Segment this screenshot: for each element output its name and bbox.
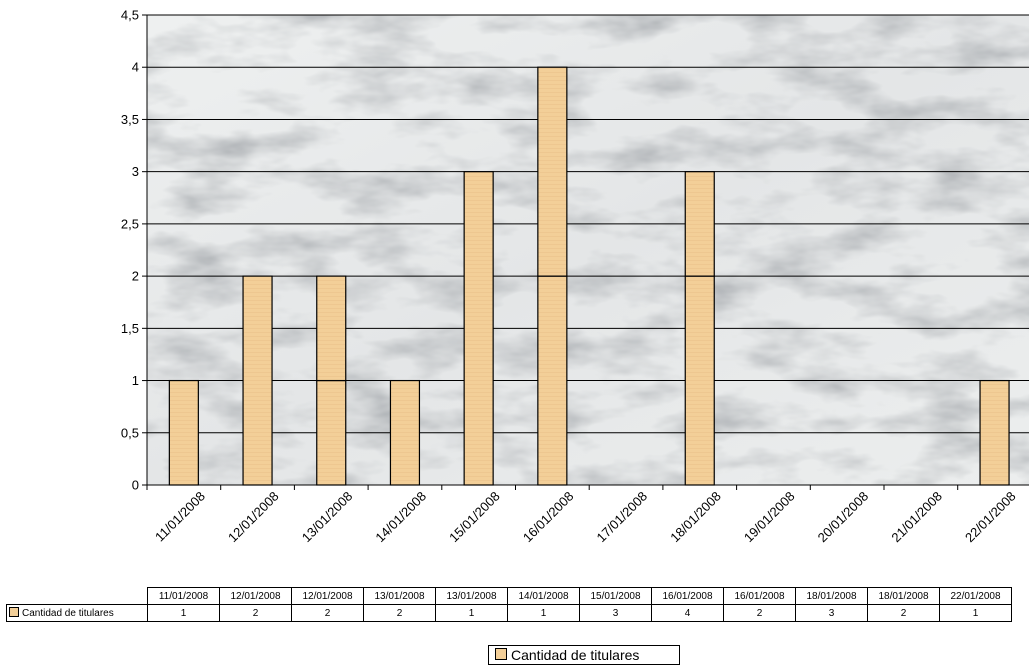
data-table-value-cell: 2 (723, 604, 796, 622)
data-table-header-cell: 16/01/2008 (723, 587, 796, 605)
data-table-value-cell: 2 (219, 604, 292, 622)
data-table-header-cell: 14/01/2008 (507, 587, 580, 605)
x-tick-label: 22/01/2008 (962, 489, 1019, 546)
bar-segment (316, 275, 347, 382)
data-table-value-cell: 3 (579, 604, 652, 622)
data-table-value-cell: 1 (939, 604, 1012, 622)
data-table-value-cell: 1 (507, 604, 580, 622)
data-table-header-row: 11/01/2008 12/01/2008 12/01/2008 13/01/2008… (7, 587, 1012, 605)
data-table-header-cell: 13/01/2008 (363, 587, 436, 605)
data-table-value-cell: 2 (291, 604, 364, 622)
y-tick-label: 4 (132, 60, 139, 75)
y-tick-labels: 0 0,5 1 1,5 2 2,5 3 3,5 4 4,5 (121, 8, 139, 493)
series-swatch (9, 606, 19, 617)
y-tick-label: 3 (132, 164, 139, 179)
bar-segment (316, 379, 347, 486)
x-tick-label: 12/01/2008 (225, 489, 282, 546)
legend-swatch (495, 648, 507, 660)
x-tick-labels: 11/01/2008 12/01/2008 13/01/2008 14/01/2008… (152, 489, 1019, 546)
x-tick-label: 13/01/2008 (299, 489, 356, 546)
data-table-value-cell: 2 (867, 604, 940, 622)
x-tick-label: 11/01/2008 (152, 489, 208, 545)
bar-segment (684, 171, 715, 277)
data-table-header-cell: 12/01/2008 (291, 587, 364, 605)
data-table-header-cell: 16/01/2008 (651, 587, 724, 605)
bar-segment (168, 379, 199, 486)
bar-segment (537, 275, 568, 486)
x-tick-label: 19/01/2008 (741, 489, 798, 546)
bar-segment (463, 171, 494, 486)
x-tick-label: 18/01/2008 (667, 489, 724, 546)
y-tick-label: 2,5 (121, 216, 139, 231)
axes (146, 15, 1029, 490)
y-tick-label: 0 (132, 478, 139, 493)
data-table-header-cell: 18/01/2008 (867, 587, 940, 605)
bar-segment (389, 379, 421, 486)
data-table-header-cell: 22/01/2008 (939, 587, 1012, 605)
data-table-row-label-text: Cantidad de titulares (22, 607, 114, 619)
y-tick-label: 3,5 (121, 112, 139, 127)
data-table-header-cell: 18/01/2008 (795, 587, 868, 605)
legend-label: Cantidad de titulares (511, 647, 640, 663)
bar-segment (537, 66, 568, 277)
y-tick-label: 2 (132, 269, 139, 284)
data-table: 11/01/2008 12/01/2008 12/01/2008 13/01/2008… (6, 587, 1012, 622)
x-tick-label: 17/01/2008 (594, 489, 651, 546)
data-table-value-cell: 3 (795, 604, 868, 622)
data-table-header-cell: 12/01/2008 (219, 587, 292, 605)
data-table-header-cell: 13/01/2008 (435, 587, 508, 605)
data-table-value-cell: 2 (363, 604, 436, 622)
bar-segment (684, 275, 715, 486)
gridlines (142, 14, 1029, 486)
y-tick-label: 0,5 (121, 425, 139, 440)
x-tick-label: 20/01/2008 (815, 489, 872, 546)
x-tick-label: 21/01/2008 (888, 489, 945, 546)
y-tick-label: 4,5 (121, 8, 139, 23)
plot-background (147, 15, 1029, 485)
x-tick-label: 16/01/2008 (520, 489, 577, 546)
y-tick-label: 1,5 (121, 321, 139, 336)
bar-segment (979, 379, 1010, 486)
data-table-value-cell: 1 (435, 604, 508, 622)
data-table-corner (7, 588, 148, 605)
bars (168, 66, 1010, 486)
data-table-row-label: Cantidad de titulares (6, 604, 148, 622)
legend: Cantidad de titulares (488, 645, 680, 665)
data-table-value-cell: 1 (147, 604, 220, 622)
data-table-header-cell: 15/01/2008 (579, 587, 652, 605)
chart-plot: 0 0,5 1 1,5 2 2,5 3 3,5 4 4,5 11/01/2008 12/01/200… (121, 8, 1029, 546)
x-tick-label: 14/01/2008 (372, 489, 429, 546)
data-table-header-cell: 11/01/2008 (147, 587, 220, 605)
y-tick-label: 1 (132, 373, 139, 388)
data-table-value-cell: 4 (651, 604, 724, 622)
bar-segment (242, 275, 273, 486)
x-tick-label: 15/01/2008 (446, 489, 503, 546)
